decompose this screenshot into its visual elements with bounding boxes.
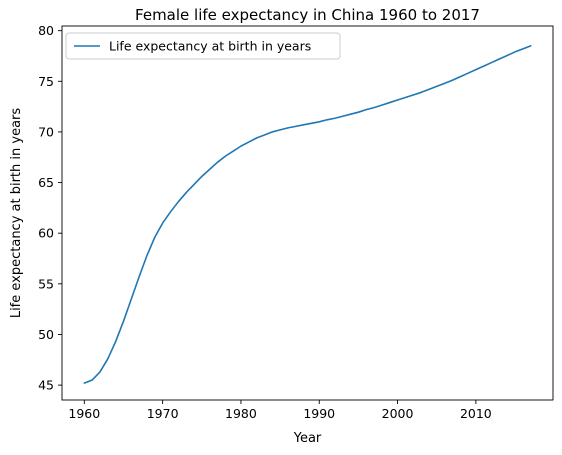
y-tick-label: 50 xyxy=(38,327,54,342)
x-tick-label: 1960 xyxy=(68,406,100,421)
y-tick-label: 65 xyxy=(38,175,54,190)
y-axis-ticks: 45 50 55 60 65 70 75 80 xyxy=(38,23,62,393)
x-tick-label: 2000 xyxy=(382,406,414,421)
y-tick-label: 55 xyxy=(38,276,54,291)
y-tick-label: 45 xyxy=(38,378,54,393)
y-tick-label: 70 xyxy=(38,124,54,139)
y-tick-label: 75 xyxy=(38,74,54,89)
legend-box xyxy=(65,32,341,60)
legend: Life expectancy at birth in years xyxy=(65,32,341,60)
plot-frame xyxy=(61,25,554,401)
legend-label: Life expectancy at birth in years xyxy=(109,39,311,54)
y-tick-label: 80 xyxy=(38,23,54,38)
x-tick-label: 1970 xyxy=(147,406,179,421)
x-tick-label: 1990 xyxy=(303,406,335,421)
x-tick-label: 2010 xyxy=(460,406,492,421)
y-tick-label: 60 xyxy=(38,226,54,241)
x-axis-ticks: 1960 1970 1980 1990 2000 2010 xyxy=(68,400,492,421)
chart-title: Female life expectancy in China 1960 to … xyxy=(135,6,480,24)
x-axis-label: Year xyxy=(293,431,322,446)
life-expectancy-line xyxy=(83,45,532,384)
x-tick-label: 1980 xyxy=(225,406,257,421)
y-axis-label: Life expectancy at birth in years xyxy=(9,108,24,319)
